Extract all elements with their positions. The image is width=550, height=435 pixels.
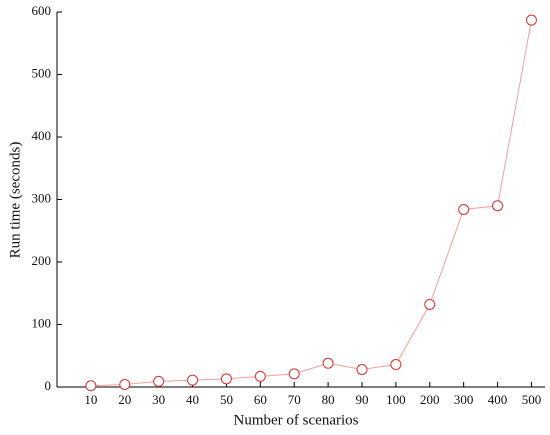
x-tick-label: 60 [254, 392, 267, 407]
x-tick-label: 40 [186, 392, 199, 407]
x-tick-label: 300 [454, 392, 474, 407]
y-tick-label: 600 [32, 3, 52, 18]
x-tick-label: 80 [322, 392, 335, 407]
line [90, 20, 532, 387]
x-tick-label: 50 [220, 392, 233, 407]
marker [119, 379, 131, 390]
marker [492, 200, 504, 212]
marker [424, 299, 436, 310]
marker [187, 374, 199, 386]
y-tick-label: 500 [32, 65, 52, 80]
x-tick-label: 200 [420, 392, 440, 407]
marker [356, 364, 368, 375]
marker [322, 357, 334, 369]
x-tick-label: 30 [152, 392, 165, 407]
x-tick-label: 400 [488, 392, 508, 407]
x-tick-label: 100 [386, 392, 406, 407]
marker [390, 359, 402, 370]
x-tick-label: 10 [84, 392, 97, 407]
marker [525, 14, 537, 26]
x-tick-label: 20 [118, 392, 131, 407]
marker [458, 204, 470, 215]
marker [254, 370, 266, 382]
y-tick-label: 200 [32, 253, 52, 268]
x-tick-label: 500 [522, 392, 542, 407]
x-tick-label: 70 [288, 392, 301, 407]
y-tick-label: 300 [32, 190, 52, 205]
y-axis-label: Run time (seconds) [7, 142, 23, 259]
y-tick-label: 0 [45, 378, 52, 393]
marker [288, 368, 300, 380]
x-axis-label: Number of scenarios [234, 412, 359, 428]
y-tick-label: 100 [32, 315, 52, 330]
marker [153, 375, 165, 387]
marker [220, 373, 232, 385]
x-tick-label: 90 [356, 392, 369, 407]
y-tick-label: 400 [32, 128, 52, 143]
marker [85, 380, 97, 392]
